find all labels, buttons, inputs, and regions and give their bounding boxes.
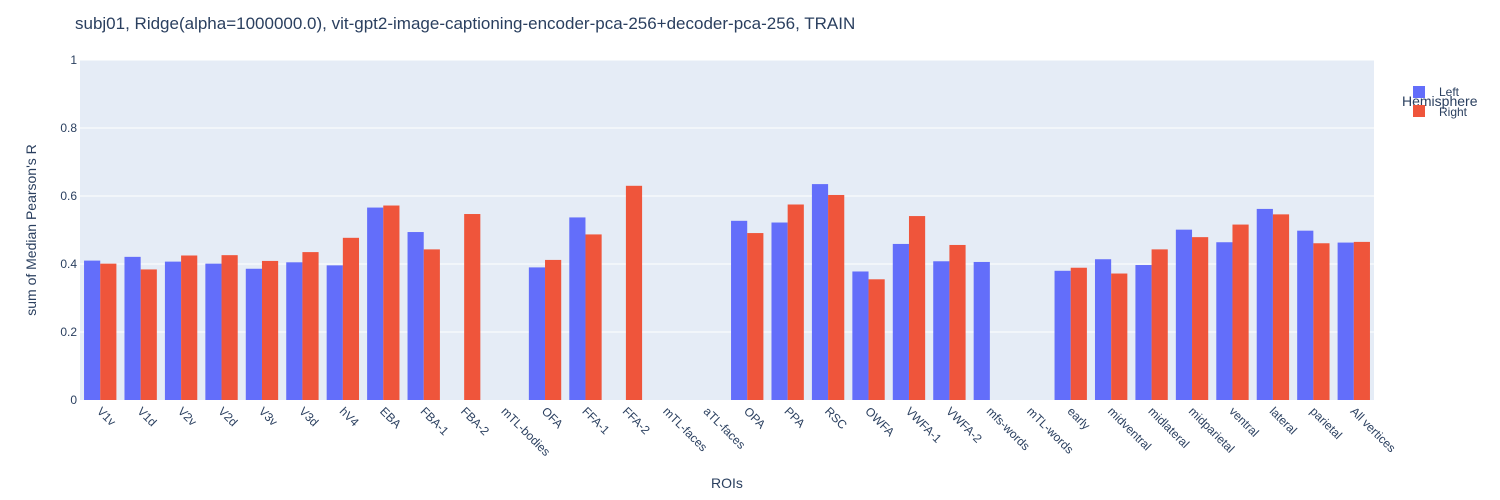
- bar-right-v3d[interactable]: [302, 252, 319, 400]
- bar-right-midlateral[interactable]: [1151, 249, 1168, 400]
- bar-left-early[interactable]: [1054, 270, 1071, 400]
- bar-right-ffa-2[interactable]: [625, 185, 643, 400]
- bar-left-ofa[interactable]: [528, 267, 546, 400]
- bar-right-fba-1[interactable]: [423, 249, 440, 400]
- bar-right-midparietal[interactable]: [1192, 237, 1209, 400]
- x-tick-label: V2v: [175, 404, 200, 429]
- x-tick-label: All vertices: [1348, 404, 1399, 455]
- x-tick-label: RSC: [822, 404, 850, 432]
- bar-left-v3d[interactable]: [286, 262, 303, 400]
- legend-label-right[interactable]: Right: [1439, 105, 1468, 119]
- bar-right-v2v[interactable]: [181, 255, 198, 401]
- bar-left-fba-1[interactable]: [407, 232, 424, 400]
- bar-left-v1v[interactable]: [84, 260, 101, 400]
- bar-left-all-vertices[interactable]: [1337, 242, 1354, 400]
- x-tick-label: OFA: [539, 404, 566, 431]
- legend-label-left[interactable]: Left: [1439, 85, 1460, 99]
- bar-left-hv4[interactable]: [326, 265, 343, 400]
- x-tick-label: V2d: [215, 404, 240, 429]
- bar-left-ventral[interactable]: [1216, 242, 1233, 400]
- x-tick-label: FBA-2: [458, 404, 492, 438]
- y-tick-label: 0.4: [60, 257, 77, 271]
- bar-right-v2d[interactable]: [221, 255, 238, 400]
- y-axis-title: sum of Median Pearson's R: [23, 144, 39, 316]
- bar-right-midventral[interactable]: [1111, 273, 1128, 400]
- bar-left-lateral[interactable]: [1256, 208, 1273, 400]
- bar-left-parietal[interactable]: [1297, 230, 1314, 400]
- x-tick-label: V1v: [94, 404, 119, 429]
- x-axis-title: ROIs: [711, 475, 743, 491]
- bar-right-eba[interactable]: [383, 205, 400, 400]
- x-tick-label: FFA-1: [579, 404, 612, 437]
- x-tick-label: parietal: [1307, 404, 1345, 442]
- bar-left-midlateral[interactable]: [1135, 265, 1152, 400]
- bar-left-vwfa-2[interactable]: [933, 261, 950, 400]
- x-tick-label: lateral: [1267, 404, 1300, 437]
- legend-swatch-right[interactable]: [1413, 105, 1425, 117]
- bar-left-eba[interactable]: [367, 207, 384, 400]
- x-tick-label: VWFA-2: [943, 404, 985, 446]
- x-tick-label: hV4: [337, 404, 362, 429]
- bar-right-owfa[interactable]: [868, 279, 885, 400]
- bar-right-fba-2[interactable]: [464, 214, 481, 400]
- x-tick-label: VWFA-1: [903, 404, 945, 446]
- y-tick-label: 0.2: [60, 325, 77, 339]
- bar-left-ppa[interactable]: [771, 222, 788, 400]
- bar-right-v1v[interactable]: [100, 263, 117, 400]
- bar-right-lateral[interactable]: [1272, 214, 1290, 400]
- y-axis-ticks: 0 0.2 0.4 0.6 0.8 1: [60, 53, 77, 407]
- bar-left-vwfa-1[interactable]: [892, 243, 909, 400]
- x-tick-label: OWFA: [862, 404, 897, 439]
- bar-left-mfs-words[interactable]: [973, 261, 990, 400]
- bar-right-v3v[interactable]: [261, 260, 279, 400]
- bar-right-vwfa-2[interactable]: [949, 244, 966, 400]
- x-tick-label: early: [1065, 404, 1093, 432]
- bar-left-rsc[interactable]: [811, 184, 829, 400]
- y-tick-label: 0.8: [60, 121, 77, 135]
- bar-right-ofa[interactable]: [545, 259, 562, 400]
- bars: [84, 184, 1370, 400]
- bar-right-early[interactable]: [1070, 267, 1087, 400]
- bar-left-ffa-1[interactable]: [569, 217, 586, 400]
- x-tick-label: V1d: [135, 404, 160, 429]
- legend: Hemisphere Left Right: [1402, 85, 1478, 119]
- bar-right-ppa[interactable]: [787, 204, 804, 401]
- bar-left-v3v[interactable]: [245, 268, 262, 400]
- bar-left-v2d[interactable]: [205, 263, 222, 400]
- bar-right-ffa-1[interactable]: [585, 234, 602, 400]
- y-tick-label: 0: [70, 393, 77, 407]
- bar-right-opa[interactable]: [747, 233, 764, 400]
- bar-left-v2v[interactable]: [164, 261, 182, 400]
- x-axis-ticks: V1v V1d V2v V2d V3v V3d hV4 EBA FBA-1 FBA-2 mTL-bo…: [94, 404, 1398, 459]
- bar-right-v1d[interactable]: [140, 269, 157, 400]
- bar-left-opa[interactable]: [731, 220, 748, 400]
- bar-right-ventral[interactable]: [1232, 224, 1249, 400]
- x-tick-label: V3d: [296, 404, 321, 429]
- chart-title: subj01, Ridge(alpha=1000000.0), vit-gpt2…: [75, 14, 855, 33]
- y-tick-label: 0.6: [60, 189, 77, 203]
- x-tick-label: EBA: [377, 404, 404, 431]
- bar-left-v1d[interactable]: [124, 256, 141, 400]
- x-tick-label: FFA-2: [620, 404, 653, 437]
- x-tick-label: V3v: [256, 404, 281, 429]
- y-tick-label: 1: [70, 53, 77, 67]
- legend-swatch-left[interactable]: [1413, 86, 1425, 98]
- bar-right-rsc[interactable]: [828, 194, 845, 400]
- bar-left-midparietal[interactable]: [1175, 229, 1193, 400]
- bar-right-hv4[interactable]: [342, 237, 360, 400]
- bar-right-parietal[interactable]: [1313, 243, 1330, 400]
- bar-left-owfa[interactable]: [852, 271, 869, 400]
- bar-right-all-vertices[interactable]: [1353, 241, 1370, 400]
- x-tick-label: ventral: [1226, 404, 1261, 439]
- x-tick-label: FBA-1: [418, 404, 452, 438]
- x-tick-label: OPA: [741, 404, 768, 431]
- bar-left-midventral[interactable]: [1094, 259, 1112, 400]
- x-tick-label: PPA: [782, 404, 808, 430]
- bar-right-vwfa-1[interactable]: [908, 216, 926, 400]
